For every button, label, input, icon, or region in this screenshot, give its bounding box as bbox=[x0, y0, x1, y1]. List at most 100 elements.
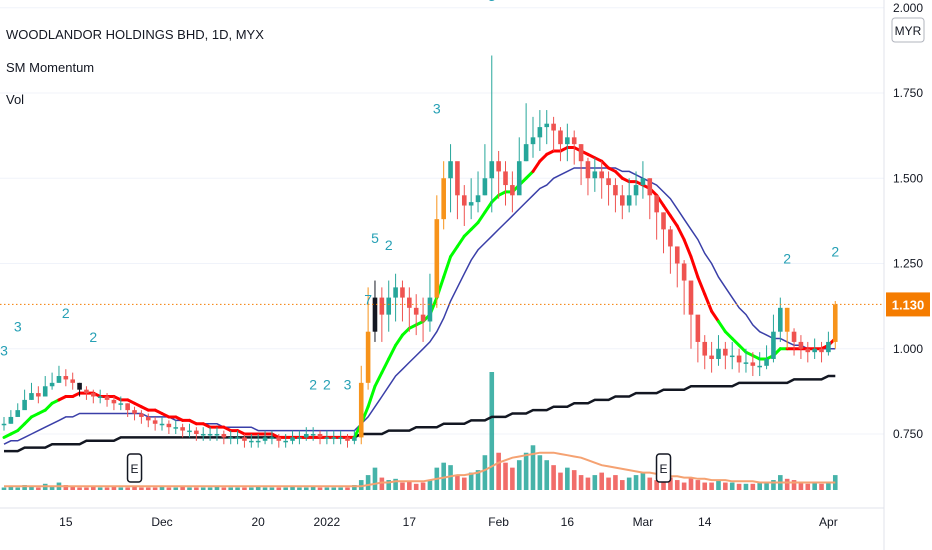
candle-body bbox=[750, 362, 756, 366]
candle-body bbox=[97, 396, 103, 398]
fast-ma-segment bbox=[483, 200, 494, 214]
volume-bar bbox=[455, 475, 460, 490]
candle-body bbox=[681, 263, 687, 281]
volume-bar bbox=[36, 487, 41, 490]
volume-bar bbox=[297, 487, 302, 490]
volume-bar bbox=[255, 486, 261, 490]
volume-bar bbox=[15, 487, 21, 490]
grid bbox=[0, 7, 884, 435]
volume-bar bbox=[242, 487, 247, 490]
candle-body bbox=[441, 178, 446, 220]
last-price-label: 1.130 bbox=[892, 297, 925, 312]
candle-body bbox=[15, 410, 21, 417]
candle-body bbox=[207, 434, 213, 436]
volume-bar bbox=[551, 465, 556, 490]
candle-body bbox=[180, 427, 185, 431]
volume-bar bbox=[729, 482, 735, 490]
fast-ma-segment bbox=[462, 227, 473, 238]
candle-body bbox=[771, 331, 776, 359]
volume-bar bbox=[303, 487, 309, 490]
volume-label[interactable]: Vol bbox=[6, 92, 25, 107]
candle-body bbox=[393, 287, 398, 298]
volume-bar bbox=[118, 487, 124, 490]
candle-body bbox=[235, 437, 240, 439]
candle-body bbox=[297, 437, 302, 439]
volume-bar bbox=[352, 485, 357, 490]
fast-ma-segment bbox=[442, 255, 453, 279]
volume-bar bbox=[784, 478, 790, 490]
volume-bar bbox=[537, 455, 543, 490]
candle-body bbox=[544, 123, 550, 128]
volume-bar bbox=[633, 475, 639, 490]
volume-bar bbox=[173, 487, 179, 490]
count-label: 3 bbox=[488, 0, 496, 4]
candle-body bbox=[324, 437, 330, 439]
count-label: 5 bbox=[371, 230, 379, 246]
volume-bar bbox=[771, 480, 776, 490]
volume-bar bbox=[530, 445, 536, 490]
candle-body bbox=[647, 178, 653, 196]
volume-bar bbox=[132, 486, 137, 490]
candle-body bbox=[221, 434, 227, 438]
volume-bar bbox=[812, 482, 817, 490]
volume-bar bbox=[145, 487, 151, 490]
fast-ma-segment bbox=[43, 401, 54, 412]
candle-body bbox=[757, 365, 762, 368]
candle-body bbox=[269, 437, 275, 439]
volume-bar bbox=[558, 472, 563, 490]
volume-bar bbox=[448, 465, 453, 490]
fast-ma-segment bbox=[730, 337, 741, 347]
symbol-title: WOODLANDOR HOLDINGS BHD, 1D, MYX bbox=[6, 27, 264, 42]
candle-body bbox=[352, 437, 357, 441]
candles bbox=[0, 55, 884, 448]
volume-bar bbox=[791, 480, 797, 490]
volume-bar bbox=[290, 486, 295, 490]
indicator-label[interactable]: SM Momentum bbox=[6, 60, 95, 75]
x-tick-label: 15 bbox=[59, 515, 73, 529]
fast-ma-segment bbox=[613, 169, 624, 180]
candle-body bbox=[723, 348, 728, 356]
candle-body bbox=[503, 171, 508, 186]
volume-bar bbox=[393, 478, 398, 490]
count-label: 2 bbox=[323, 377, 331, 393]
candle-body bbox=[173, 427, 179, 429]
volume-bar bbox=[70, 486, 75, 490]
volume-bar bbox=[200, 487, 206, 490]
fast-ma-segment bbox=[23, 415, 33, 426]
count-labels: 33222237523322EE bbox=[0, 0, 839, 483]
candle-body bbox=[152, 420, 158, 424]
x-tick-label: Mar bbox=[633, 515, 654, 529]
candle-body bbox=[599, 171, 604, 179]
volume-bar bbox=[214, 486, 220, 490]
candle-body bbox=[812, 348, 817, 353]
candle-body bbox=[640, 178, 646, 186]
volume-bar bbox=[97, 487, 103, 490]
fast-ma-segment bbox=[476, 210, 487, 225]
volume-bar bbox=[111, 486, 117, 490]
volume-bar bbox=[207, 487, 213, 490]
candle-body bbox=[111, 399, 117, 404]
candle-body bbox=[736, 355, 742, 363]
volume-bar bbox=[104, 487, 110, 490]
candle-body bbox=[626, 195, 632, 206]
candle-body bbox=[729, 355, 735, 358]
candle-body bbox=[70, 379, 75, 383]
volume-bars bbox=[1, 372, 838, 490]
volume-bar bbox=[626, 477, 632, 490]
candle-body bbox=[565, 137, 570, 145]
volume-bar bbox=[276, 487, 282, 490]
candle-body bbox=[242, 437, 247, 441]
candle-body bbox=[455, 161, 460, 196]
volume-bar bbox=[695, 480, 701, 490]
fast-ma-segment bbox=[16, 422, 27, 433]
count-label: 3 bbox=[344, 377, 352, 393]
volume-bar bbox=[338, 487, 343, 490]
candle-body bbox=[489, 161, 495, 179]
candle-body bbox=[187, 430, 192, 433]
candle-body bbox=[125, 403, 130, 411]
fast-ma-segment bbox=[469, 221, 480, 231]
volume-bar bbox=[764, 482, 769, 490]
volume-bar bbox=[84, 487, 89, 490]
candle-body bbox=[709, 355, 714, 359]
